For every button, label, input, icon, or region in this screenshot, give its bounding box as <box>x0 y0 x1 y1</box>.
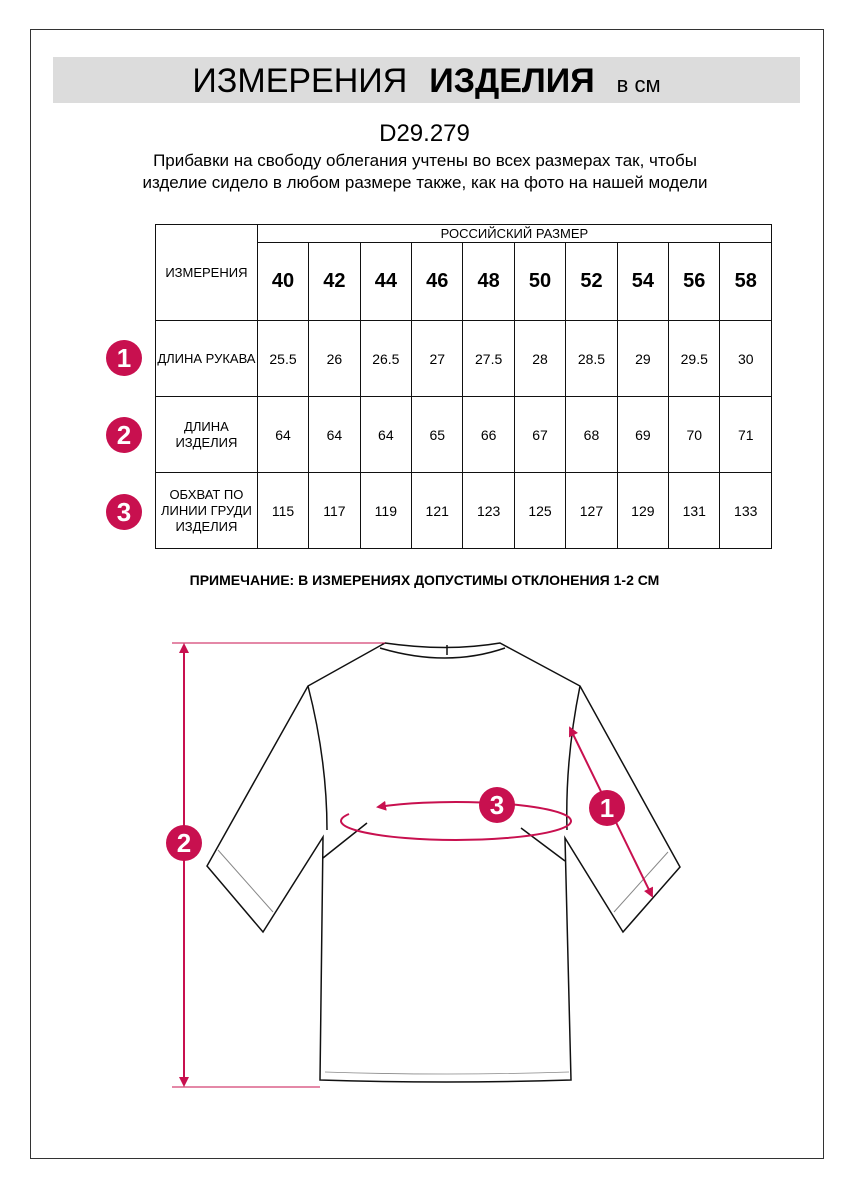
table-cell: 25.5 <box>256 320 310 397</box>
table-cell: 68 <box>565 396 618 473</box>
tshirt-outline <box>206 642 681 1083</box>
remark: ПРИМЕЧАНИЕ: В ИЗМЕРЕНИЯХ ДОПУСТИМЫ ОТКЛО… <box>189 572 660 588</box>
badge-2: 2 <box>106 417 142 453</box>
row-label: ДЛИНА РУКАВА <box>155 320 258 397</box>
measure-header: ИЗМЕРЕНИЯ <box>155 224 258 321</box>
table-cell: 70 <box>668 396 721 473</box>
table-cell: 27.5 <box>462 320 515 397</box>
table-cell: 64 <box>359 396 413 473</box>
table-row: ДЛИНА ИЗДЕЛИЯ 64 64 64 65 66 67 68 69 70 71 <box>155 396 772 473</box>
row-label: ДЛИНА ИЗДЕЛИЯ <box>155 396 258 473</box>
size-header: 42 <box>308 242 361 321</box>
badge-1: 1 <box>106 340 142 376</box>
diagram-badge-2: 2 <box>166 825 202 861</box>
table-cell: 125 <box>513 472 567 549</box>
measurements-table: ИЗМЕРЕНИЯ РОССИЙСКИЙ РАЗМЕР 40 42 44 46 48 50 5… <box>155 224 773 549</box>
size-header: 56 <box>668 242 721 321</box>
table-cell: 129 <box>616 472 670 549</box>
size-header: 46 <box>411 242 464 321</box>
table-cell: 115 <box>256 472 310 549</box>
table-cell: 123 <box>462 472 515 549</box>
size-header: 54 <box>616 242 670 321</box>
diagram-badge-1: 1 <box>589 790 625 826</box>
table-cell: 27 <box>411 320 464 397</box>
table-cell: 133 <box>719 472 772 549</box>
table-cell: 29 <box>616 320 670 397</box>
measure-lines <box>172 642 653 1088</box>
table-cell: 121 <box>411 472 464 549</box>
table-cell: 29.5 <box>668 320 721 397</box>
size-header: 48 <box>462 242 515 321</box>
diagram-badge-3: 3 <box>479 787 515 823</box>
badge-3: 3 <box>106 494 142 530</box>
title-unit: в см <box>616 72 661 97</box>
description: Прибавки на свободу облегания учтены во … <box>142 151 708 192</box>
page-frame <box>30 29 824 1159</box>
table-cell: 65 <box>411 396 464 473</box>
size-header: 44 <box>359 242 413 321</box>
title-bold: ИЗДЕЛИЯ <box>429 62 595 100</box>
table-row: ДЛИНА РУКАВА 25.5 26 26.5 27 27.5 28 28.5 29 29.5… <box>155 320 772 397</box>
table-cell: 117 <box>308 472 361 549</box>
table-cell: 30 <box>719 320 772 397</box>
title-banner: ИЗМЕРЕНИЯ ИЗДЕЛИЯ в см <box>53 57 800 103</box>
table-cell: 69 <box>616 396 670 473</box>
size-header: 40 <box>256 242 310 321</box>
table-cell: 67 <box>513 396 567 473</box>
table-cell: 66 <box>462 396 515 473</box>
table-cell: 71 <box>719 396 772 473</box>
title-regular: ИЗМЕРЕНИЯ <box>192 62 408 100</box>
size-header: 58 <box>719 242 772 321</box>
chest-ellipse <box>340 800 572 841</box>
size-header: 52 <box>565 242 618 321</box>
table-row: ОБХВАТ ПО ЛИНИИ ГРУДИ ИЗДЕЛИЯ 115 117 119 12… <box>155 472 772 549</box>
table-cell: 131 <box>668 472 721 549</box>
model-code: D29.279 <box>379 120 470 147</box>
